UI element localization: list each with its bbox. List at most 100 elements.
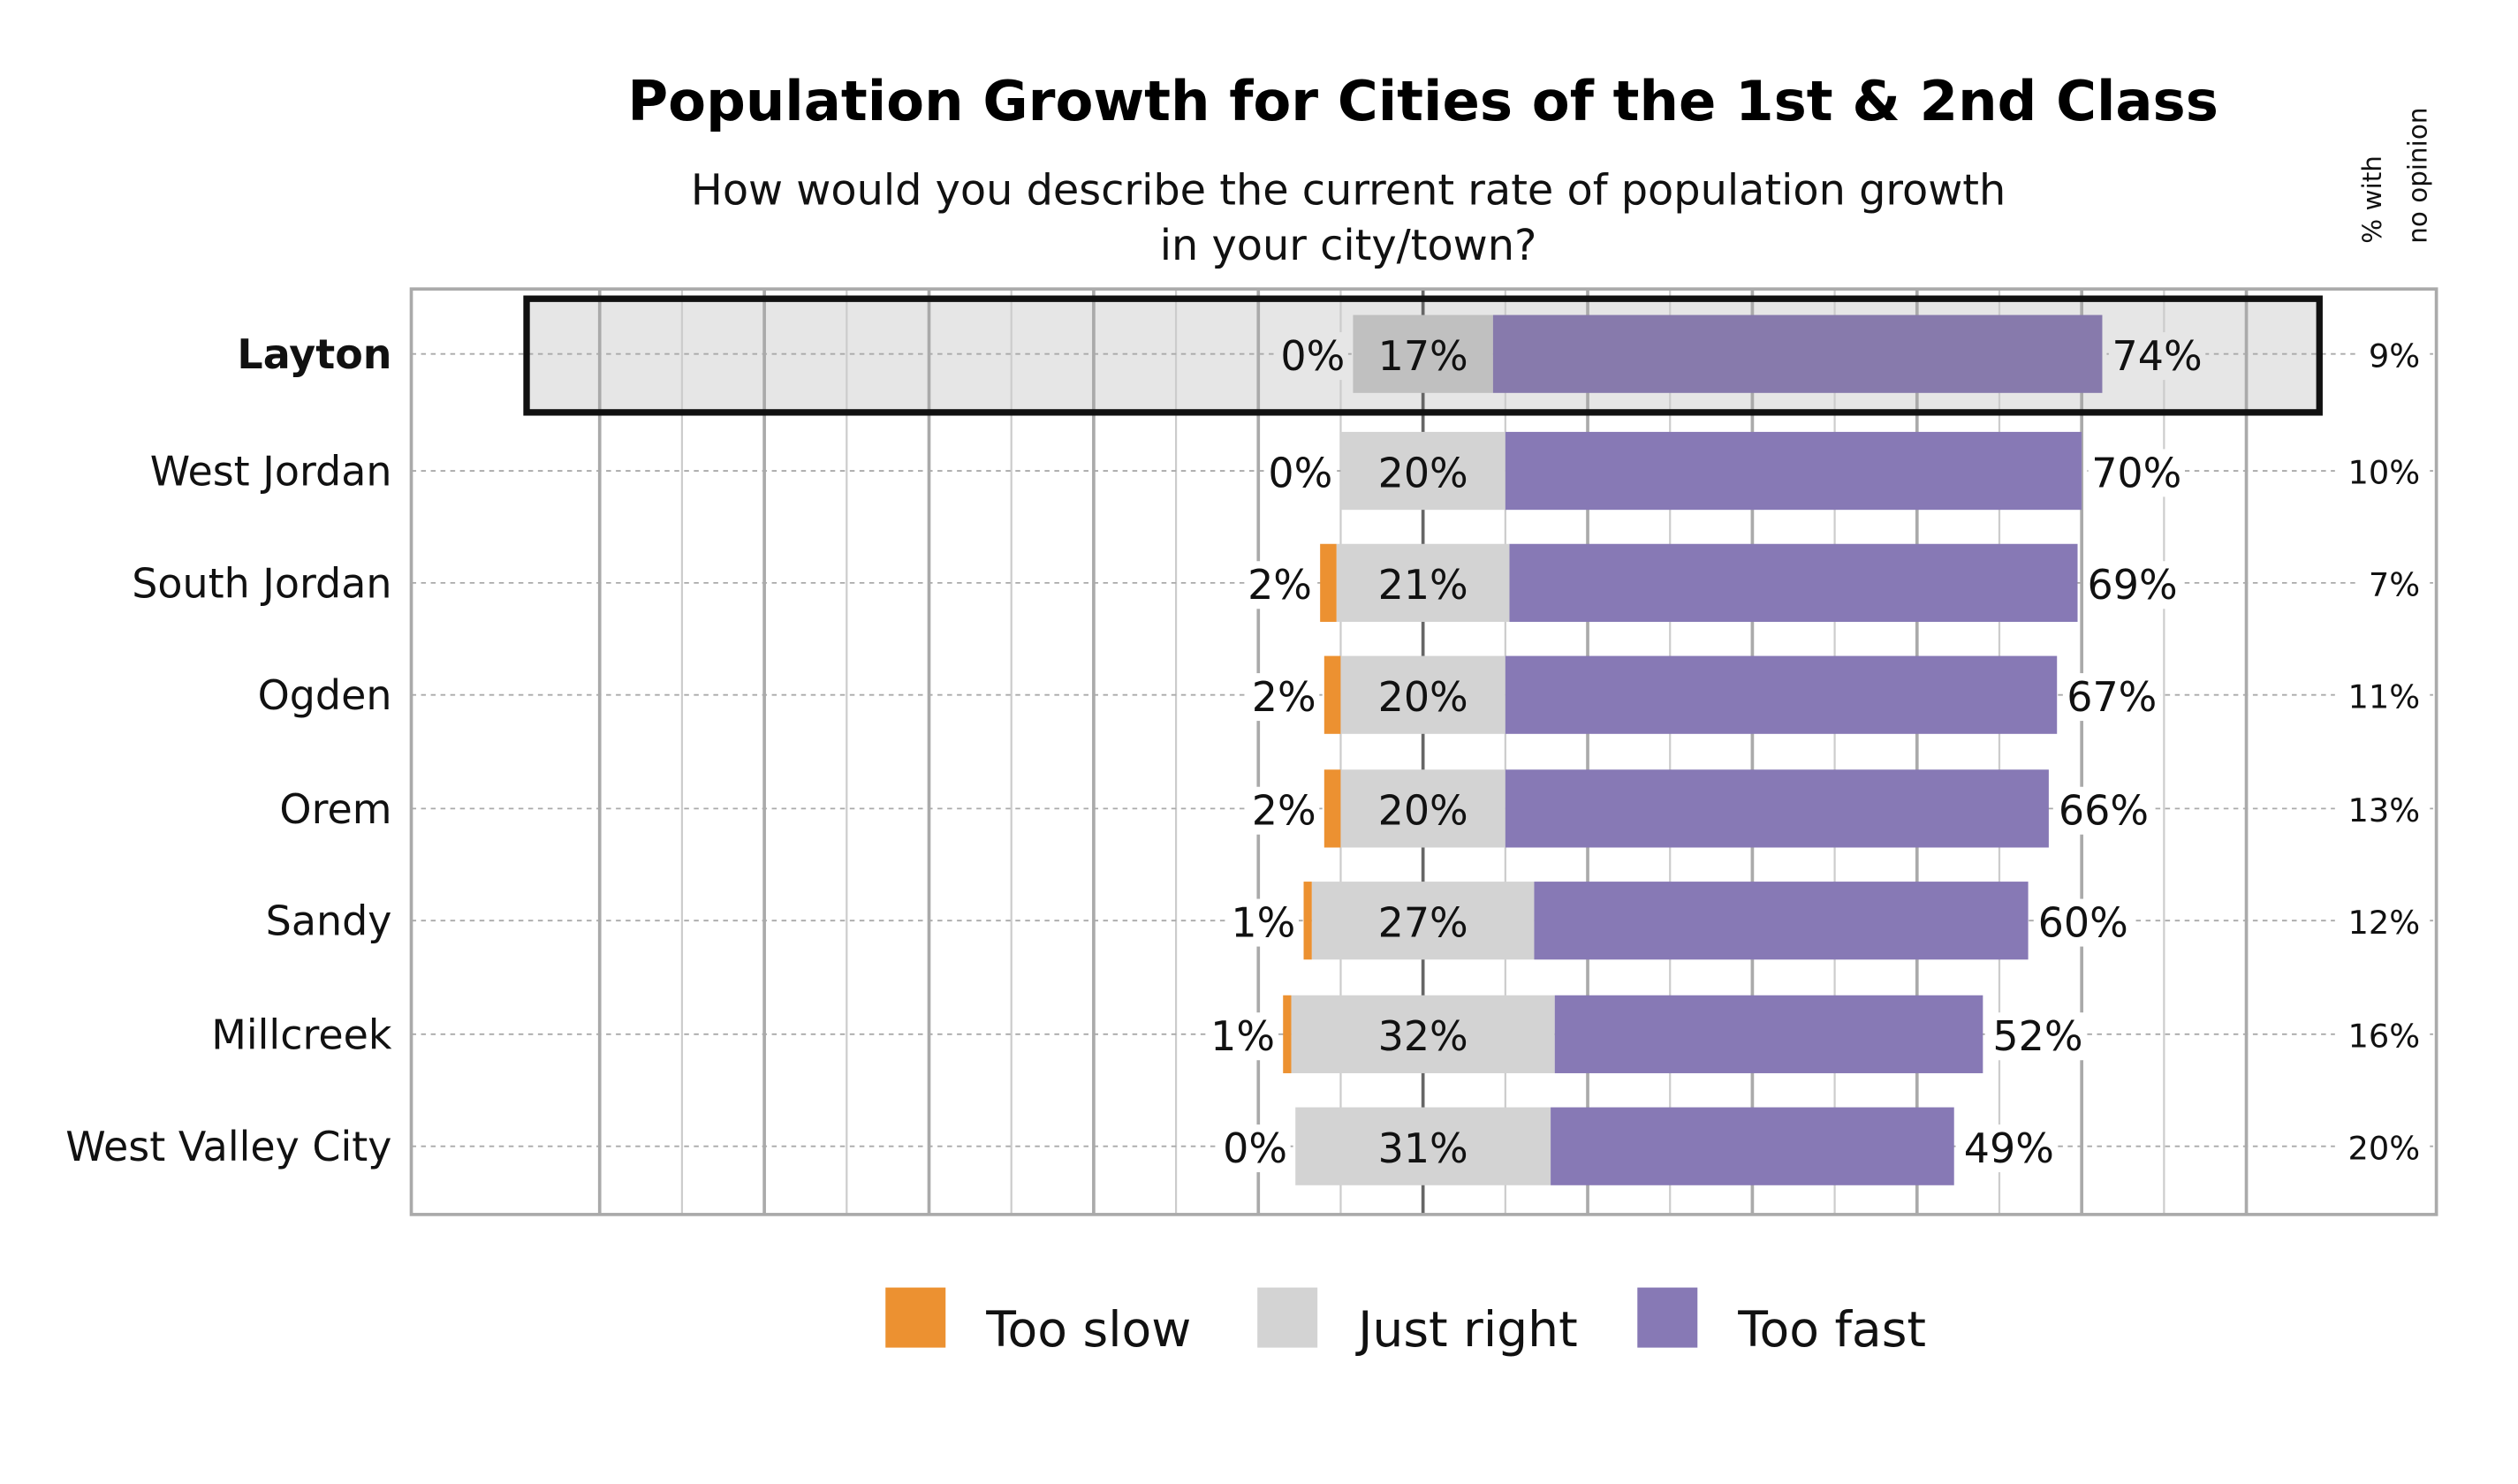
label-background: [1244, 561, 1316, 610]
label-background: [2334, 903, 2431, 942]
legend-label: Too fast: [1737, 1302, 1926, 1359]
bar-just-right: [1311, 882, 1535, 960]
no-opinion-value: 16%: [2348, 1018, 2421, 1056]
plot-area: Layton 0% 17% 74% 9% West Jordan 0% 20% 70% 10% So…: [65, 287, 2438, 1216]
label-background: [2334, 453, 2431, 492]
label-background: [1264, 449, 1336, 497]
label-just-right: 20%: [1378, 787, 1468, 835]
legend-label: Too slow: [985, 1302, 1191, 1359]
label-background: [1989, 1012, 2087, 1061]
plot-border: [409, 287, 2438, 1216]
label-too-slow: 0%: [1223, 1124, 1287, 1172]
no-opinion-value: 11%: [2348, 678, 2421, 716]
no-opinion-value: 10%: [2348, 454, 2421, 492]
label-background: [2355, 565, 2431, 604]
label-just-right: 32%: [1378, 1012, 1468, 1060]
label-background: [2334, 1017, 2431, 1056]
bar-too-fast: [1505, 769, 2049, 848]
label-just-right: 17%: [1378, 332, 1468, 380]
label-too-slow: 1%: [1210, 1012, 1275, 1060]
label-just-right: 20%: [1378, 673, 1468, 721]
chart-subtitle-line-1: How would you describe the current rate …: [691, 167, 2006, 216]
category-label: Layton: [237, 330, 391, 378]
legend: Too slow Just right Too fast: [885, 1287, 1926, 1359]
label-too-fast: 70%: [2091, 449, 2181, 496]
no-opinion-header-2: no opinion: [2403, 108, 2433, 244]
label-background: [2355, 337, 2431, 375]
bar-just-right: [1353, 314, 1493, 393]
label-background: [2334, 1129, 2431, 1168]
bar-too-slow: [1323, 655, 1341, 734]
no-opinion-header-1: % with: [2357, 155, 2387, 244]
label-background: [2083, 561, 2181, 610]
bar-too-fast: [1534, 882, 2029, 960]
bar-too-fast: [1509, 543, 2078, 622]
label-background: [1219, 1124, 1291, 1173]
bar-too-fast: [1505, 655, 2058, 734]
label-too-fast: 52%: [1992, 1012, 2082, 1060]
bar-too-slow: [1320, 543, 1337, 622]
label-background: [2063, 673, 2161, 722]
legend-label: Just right: [1355, 1302, 1578, 1359]
label-background: [2034, 898, 2132, 947]
label-just-right: 31%: [1378, 1124, 1468, 1172]
chart-title: Population Growth for Cities of the 1st …: [627, 69, 2218, 133]
legend-swatch: [1257, 1287, 1318, 1348]
label-too-fast: 49%: [1964, 1124, 2054, 1172]
legend-swatch: [885, 1287, 946, 1348]
label-too-slow: 2%: [1248, 561, 1312, 609]
label-too-slow: 2%: [1252, 787, 1316, 835]
label-background: [2055, 786, 2152, 835]
no-opinion-value: 7%: [2369, 566, 2420, 604]
bar-too-slow: [1283, 995, 1292, 1073]
no-opinion-value: 20%: [2348, 1129, 2421, 1167]
label-just-right: 21%: [1378, 561, 1468, 609]
label-too-slow: 1%: [1231, 899, 1295, 947]
label-background: [1207, 1012, 1278, 1061]
label-background: [1227, 898, 1300, 947]
label-just-right: 20%: [1378, 449, 1468, 496]
bar-too-fast: [1492, 314, 2103, 393]
bar-too-fast: [1554, 995, 1983, 1073]
label-too-fast: 74%: [2112, 332, 2202, 380]
bar-just-right: [1295, 1107, 1551, 1185]
label-background: [1961, 1124, 2058, 1173]
bar-too-slow: [1303, 882, 1312, 960]
label-too-fast: 67%: [2067, 673, 2157, 721]
label-background: [2334, 791, 2431, 830]
label-too-slow: 0%: [1280, 332, 1345, 380]
no-opinion-value: 9%: [2369, 337, 2420, 375]
label-background: [1248, 786, 1320, 835]
bar-just-right: [1336, 543, 1510, 622]
label-too-slow: 2%: [1252, 673, 1316, 721]
label-just-right: 27%: [1378, 899, 1468, 947]
no-opinion-value: 12%: [2348, 904, 2421, 942]
bar-too-fast: [1505, 431, 2082, 511]
label-background: [2088, 449, 2185, 497]
no-opinion-value: 13%: [2348, 791, 2421, 829]
label-background: [1248, 673, 1320, 722]
label-too-fast: 69%: [2088, 561, 2178, 609]
label-background: [2334, 678, 2431, 716]
category-label: Orem: [279, 785, 391, 833]
bar-just-right: [1340, 769, 1505, 848]
label-too-slow: 0%: [1268, 449, 1332, 496]
chart-subtitle-line-2: in your city/town?: [1160, 222, 1537, 270]
category-label: Ogden: [258, 671, 392, 719]
bar-just-right: [1340, 431, 1505, 511]
bar-just-right: [1340, 655, 1505, 734]
category-label: Sandy: [266, 897, 392, 945]
category-label: West Valley City: [65, 1123, 391, 1170]
highlight-box: [523, 295, 2323, 416]
label-background: [1277, 332, 1348, 381]
bar-too-fast: [1551, 1107, 1954, 1185]
bar-too-slow: [1323, 769, 1341, 848]
label-background: [2108, 332, 2206, 381]
legend-swatch: [1637, 1287, 1698, 1348]
label-too-fast: 60%: [2038, 899, 2128, 947]
bar-just-right: [1291, 995, 1555, 1073]
category-label: West Jordan: [150, 448, 392, 496]
category-label: South Jordan: [132, 559, 391, 607]
label-too-fast: 66%: [2059, 787, 2149, 835]
